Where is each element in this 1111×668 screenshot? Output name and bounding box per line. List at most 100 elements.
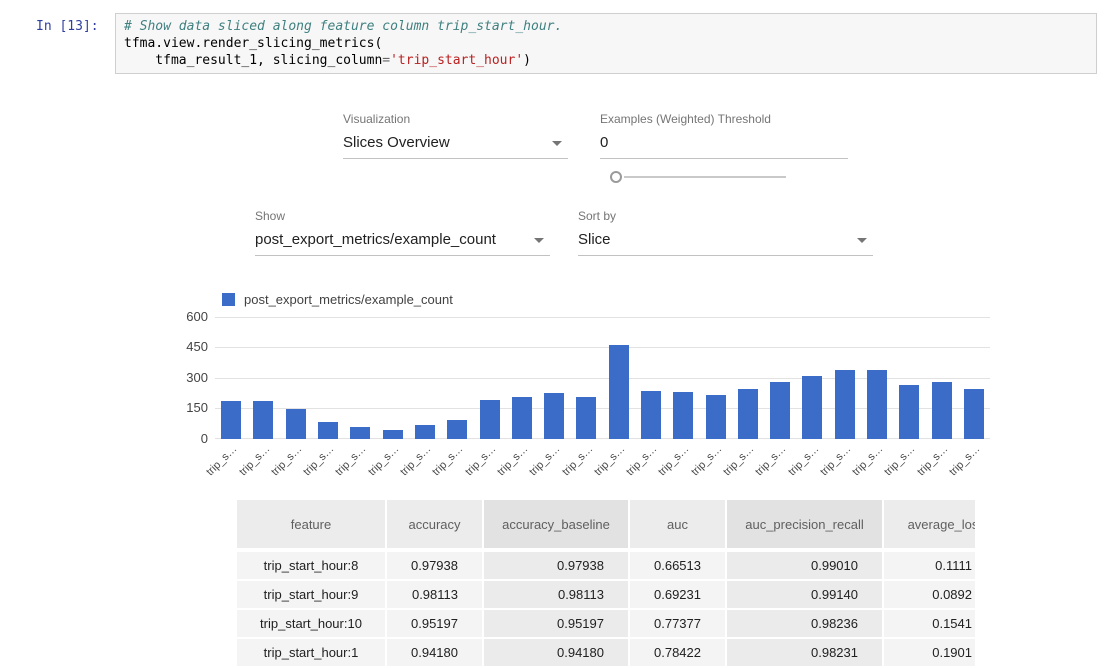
x-axis-labels: trip_s…trip_s…trip_s…trip_s…trip_s…trip_… bbox=[215, 439, 990, 469]
bar-slot bbox=[667, 317, 699, 439]
threshold-input[interactable] bbox=[600, 134, 848, 151]
show-dropdown[interactable]: post_export_metrics/example_count bbox=[255, 231, 550, 256]
chart-plot-area bbox=[215, 317, 990, 439]
bar[interactable] bbox=[835, 370, 855, 439]
bar[interactable] bbox=[253, 401, 273, 439]
y-tick-label: 150 bbox=[186, 400, 208, 416]
threshold-slider[interactable] bbox=[610, 170, 786, 184]
sort-dropdown[interactable]: Slice bbox=[578, 231, 873, 256]
metric-cell: 0.98113 bbox=[387, 581, 484, 610]
table-row: trip_start_hour:80.979380.979380.665130.… bbox=[237, 552, 975, 581]
show-control: Show post_export_metrics/example_count bbox=[255, 209, 550, 256]
metric-cell: 0.66513 bbox=[630, 552, 727, 581]
code-cell[interactable]: # Show data sliced along feature column … bbox=[115, 13, 1097, 74]
bar[interactable] bbox=[318, 422, 338, 439]
legend-label: post_export_metrics/example_count bbox=[244, 292, 453, 307]
chevron-down-icon bbox=[857, 238, 867, 243]
bar-slot bbox=[538, 317, 570, 439]
bar-slot bbox=[376, 317, 408, 439]
bar[interactable] bbox=[738, 389, 758, 439]
metric-cell: 0.97938 bbox=[387, 552, 484, 581]
metric-cell: 0.95197 bbox=[484, 610, 630, 639]
table-header-row: featureaccuracyaccuracy_baselineaucauc_p… bbox=[237, 500, 975, 552]
bar-slot bbox=[280, 317, 312, 439]
bar-slot bbox=[764, 317, 796, 439]
bar[interactable] bbox=[286, 409, 306, 439]
metric-cell: 0.98113 bbox=[484, 581, 630, 610]
metrics-table-container: featureaccuracyaccuracy_baselineaucauc_p… bbox=[237, 500, 975, 668]
column-header[interactable]: average_los bbox=[884, 500, 975, 552]
chevron-down-icon bbox=[552, 141, 562, 146]
metrics-table: featureaccuracyaccuracy_baselineaucauc_p… bbox=[237, 500, 975, 668]
visualization-control: Visualization Slices Overview bbox=[343, 112, 568, 159]
chart-legend: post_export_metrics/example_count bbox=[222, 292, 453, 307]
y-tick-label: 300 bbox=[186, 370, 208, 386]
sort-control: Sort by Slice bbox=[578, 209, 873, 256]
bar[interactable] bbox=[415, 425, 435, 439]
code-string: 'trip_start_hour' bbox=[390, 53, 523, 68]
feature-cell: trip_start_hour:8 bbox=[237, 552, 387, 581]
metric-cell: 0.1541 bbox=[884, 610, 975, 639]
code-line-2: tfma.view.render_slicing_metrics( bbox=[124, 36, 382, 51]
bar-slot bbox=[506, 317, 538, 439]
metric-cell: 0.0892 bbox=[884, 581, 975, 610]
bar-slot bbox=[473, 317, 505, 439]
bar-slot bbox=[344, 317, 376, 439]
column-header[interactable]: auc bbox=[630, 500, 727, 552]
bar-slot bbox=[247, 317, 279, 439]
bar[interactable] bbox=[899, 385, 919, 439]
bar-slot bbox=[893, 317, 925, 439]
bar-slot bbox=[926, 317, 958, 439]
bar-slot bbox=[603, 317, 635, 439]
threshold-label: Examples (Weighted) Threshold bbox=[600, 112, 848, 126]
bar[interactable] bbox=[512, 397, 532, 439]
sort-label: Sort by bbox=[578, 209, 873, 223]
bar[interactable] bbox=[447, 420, 467, 439]
metric-cell: 0.98236 bbox=[727, 610, 884, 639]
bar[interactable] bbox=[576, 397, 596, 439]
bar-slot bbox=[635, 317, 667, 439]
bar[interactable] bbox=[770, 382, 790, 439]
metric-cell: 0.78422 bbox=[630, 639, 727, 668]
metric-cell: 0.94180 bbox=[387, 639, 484, 668]
bar[interactable] bbox=[964, 389, 984, 439]
cell-prompt: In [13]: bbox=[36, 19, 99, 34]
bar[interactable] bbox=[867, 370, 887, 439]
bar[interactable] bbox=[641, 391, 661, 439]
code-comment: # Show data sliced along feature column … bbox=[124, 19, 562, 34]
column-header[interactable]: accuracy bbox=[387, 500, 484, 552]
metric-cell: 0.69231 bbox=[630, 581, 727, 610]
bar[interactable] bbox=[706, 395, 726, 439]
column-header[interactable]: auc_precision_recall bbox=[727, 500, 884, 552]
slider-handle-icon[interactable] bbox=[610, 171, 622, 183]
visualization-dropdown[interactable]: Slices Overview bbox=[343, 134, 568, 159]
bar[interactable] bbox=[480, 400, 500, 439]
column-header[interactable]: feature bbox=[237, 500, 387, 552]
bar[interactable] bbox=[350, 427, 370, 439]
bar[interactable] bbox=[932, 382, 952, 439]
table-body: trip_start_hour:80.979380.979380.665130.… bbox=[237, 552, 975, 668]
bar[interactable] bbox=[544, 393, 564, 439]
column-header[interactable]: accuracy_baseline bbox=[484, 500, 630, 552]
bar-slot bbox=[570, 317, 602, 439]
sort-value: Slice bbox=[578, 231, 611, 248]
y-axis-labels: 0150300450600 bbox=[170, 317, 208, 439]
bar-slot bbox=[215, 317, 247, 439]
feature-cell: trip_start_hour:1 bbox=[237, 639, 387, 668]
bar[interactable] bbox=[802, 376, 822, 439]
metric-cell: 0.94180 bbox=[484, 639, 630, 668]
slider-track[interactable] bbox=[624, 176, 786, 178]
metric-cell: 0.99140 bbox=[727, 581, 884, 610]
bar[interactable] bbox=[609, 345, 629, 439]
bar[interactable] bbox=[383, 430, 403, 439]
bar-slot bbox=[312, 317, 344, 439]
bar[interactable] bbox=[673, 392, 693, 439]
code-line-3: tfma_result_1, slicing_column bbox=[124, 53, 382, 68]
metric-cell: 0.95197 bbox=[387, 610, 484, 639]
bar[interactable] bbox=[221, 401, 241, 439]
y-tick-label: 600 bbox=[186, 309, 208, 325]
table-row: trip_start_hour:10.941800.941800.784220.… bbox=[237, 639, 975, 668]
bar-slot bbox=[409, 317, 441, 439]
threshold-field[interactable] bbox=[600, 134, 848, 159]
feature-cell: trip_start_hour:10 bbox=[237, 610, 387, 639]
